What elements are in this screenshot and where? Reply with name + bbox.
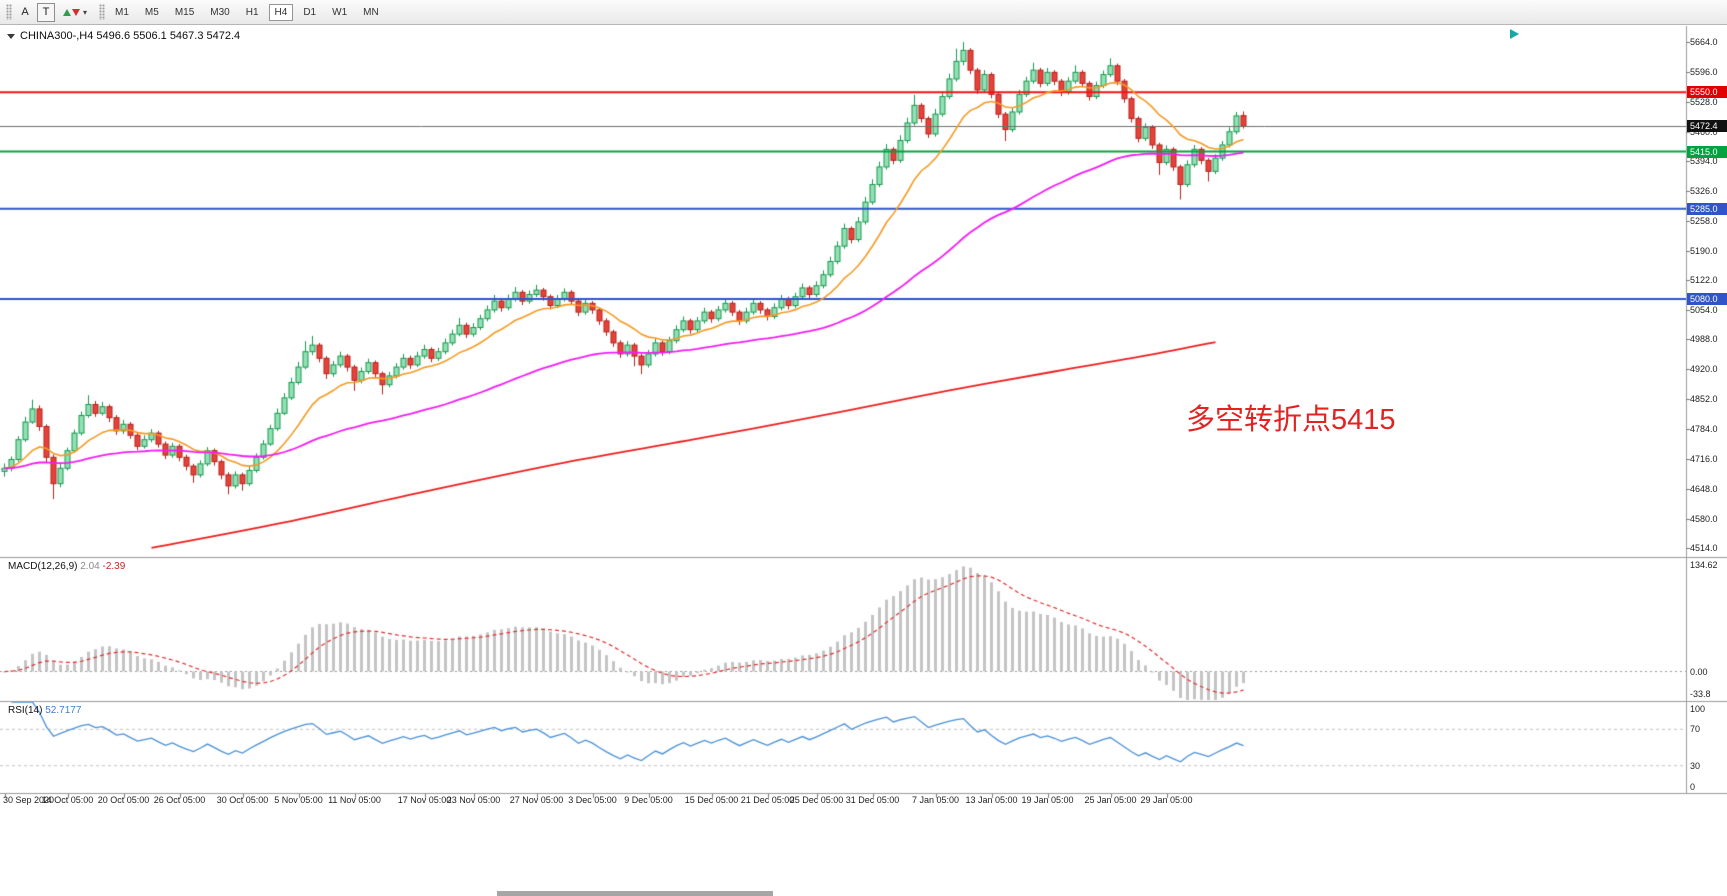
chevron-down-icon: ▾: [83, 7, 88, 17]
rsi-name: RSI(14): [8, 705, 43, 716]
macd-name: MACD(12,26,9): [8, 561, 78, 572]
one-click-trading-toggle-icon[interactable]: [7, 33, 15, 39]
toolbar-grip[interactable]: [6, 4, 12, 20]
new-order-button[interactable]: ▾: [58, 3, 92, 22]
timeframe-button-w1[interactable]: W1: [332, 6, 348, 18]
font-tool-button[interactable]: A: [21, 6, 29, 18]
timeframe-toolbar-grip[interactable]: [99, 4, 106, 20]
text-tool-button[interactable]: T: [37, 2, 55, 22]
timeframe-button-d1[interactable]: D1: [303, 6, 317, 18]
rsi-label: RSI(14) 52.7177: [8, 705, 81, 716]
chart-shift-marker-icon: [1510, 29, 1519, 39]
sell-arrow-icon: [72, 8, 80, 16]
buy-arrow-icon: [63, 8, 71, 16]
timeframe-button-mn[interactable]: MN: [363, 6, 379, 18]
timeframe-button-m30[interactable]: M30: [210, 6, 230, 18]
timeframe-button-h4[interactable]: H4: [268, 3, 294, 21]
symbol-ohlc-text: CHINA300-,H4 5496.6 5506.1 5467.3 5472.4: [20, 30, 241, 42]
symbol-header: CHINA300-,H4 5496.6 5506.1 5467.3 5472.4: [7, 30, 240, 42]
timeframe-button-m15[interactable]: M15: [174, 6, 195, 18]
timeframe-button-m1[interactable]: M1: [115, 6, 129, 18]
macd-label: MACD(12,26,9) 2.04 -2.39: [8, 561, 125, 572]
chart-annotation: 多空转折点5415: [1186, 404, 1396, 436]
macd-value-main: 2.04: [80, 561, 100, 572]
rsi-value: 52.7177: [45, 705, 82, 716]
timeframe-button-h1[interactable]: H1: [245, 6, 259, 18]
timeframe-group: M1 M5 M15 M30 H1 H4 D1 W1 MN: [109, 3, 389, 21]
timeframe-button-m5[interactable]: M5: [144, 6, 159, 18]
taskbar-fragment: [497, 891, 773, 896]
macd-value-signal: -2.39: [102, 561, 126, 572]
